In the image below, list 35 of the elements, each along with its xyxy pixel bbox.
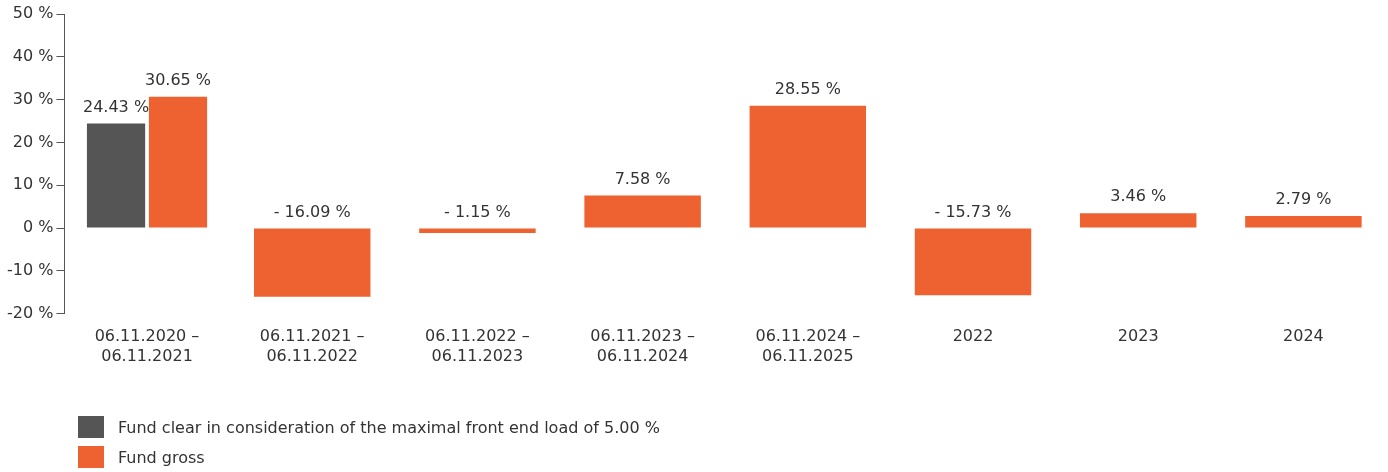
data-label: - 1.15 % (444, 201, 511, 221)
x-tick-label: 06.11.2022 – 06.11.2023 (425, 326, 530, 365)
x-tick-label: 06.11.2020 – 06.11.2021 (94, 326, 200, 365)
data-label: 2.79 % (1275, 189, 1332, 209)
legend-label: Fund clear in consideration of the maximal front end load of 5.00 % (118, 417, 660, 437)
bar (86, 123, 146, 228)
bar (584, 195, 701, 228)
data-label: 30.65 % (144, 69, 212, 89)
bar (749, 105, 867, 228)
bar (1079, 213, 1197, 228)
bar (914, 228, 1032, 296)
y-tick-label: 20 % (12, 131, 54, 151)
x-tick-label: 2022 (952, 326, 994, 346)
y-tick-label: 50 % (12, 3, 54, 23)
x-tick-label: 2024 (1283, 326, 1324, 346)
x-tick-label: 06.11.2024 – 06.11.2025 (755, 326, 861, 365)
y-tick-label: -10 % (7, 259, 54, 279)
data-label: - 16.09 % (273, 201, 351, 221)
y-tick-label: 30 % (12, 88, 54, 108)
y-tick-label: 10 % (12, 174, 54, 194)
x-tick-label: 06.11.2021 – 06.11.2022 (259, 326, 365, 365)
bar (253, 228, 371, 297)
y-tick-label: -20 % (7, 302, 54, 322)
data-label: 24.43 % (83, 96, 150, 116)
data-label: 7.58 % (614, 168, 671, 188)
data-label: - 15.73 % (934, 201, 1012, 221)
bar (1245, 216, 1362, 228)
x-tick-label: 2023 (1117, 326, 1159, 346)
legend-label: Fund gross (118, 447, 205, 467)
bar (419, 228, 536, 233)
data-label: 3.46 % (1110, 186, 1167, 206)
data-label: 28.55 % (774, 78, 841, 98)
y-tick-label: 0 % (22, 217, 54, 237)
x-tick-label: 06.11.2023 – 06.11.2024 (590, 326, 695, 365)
y-tick-label: 40 % (12, 45, 54, 65)
